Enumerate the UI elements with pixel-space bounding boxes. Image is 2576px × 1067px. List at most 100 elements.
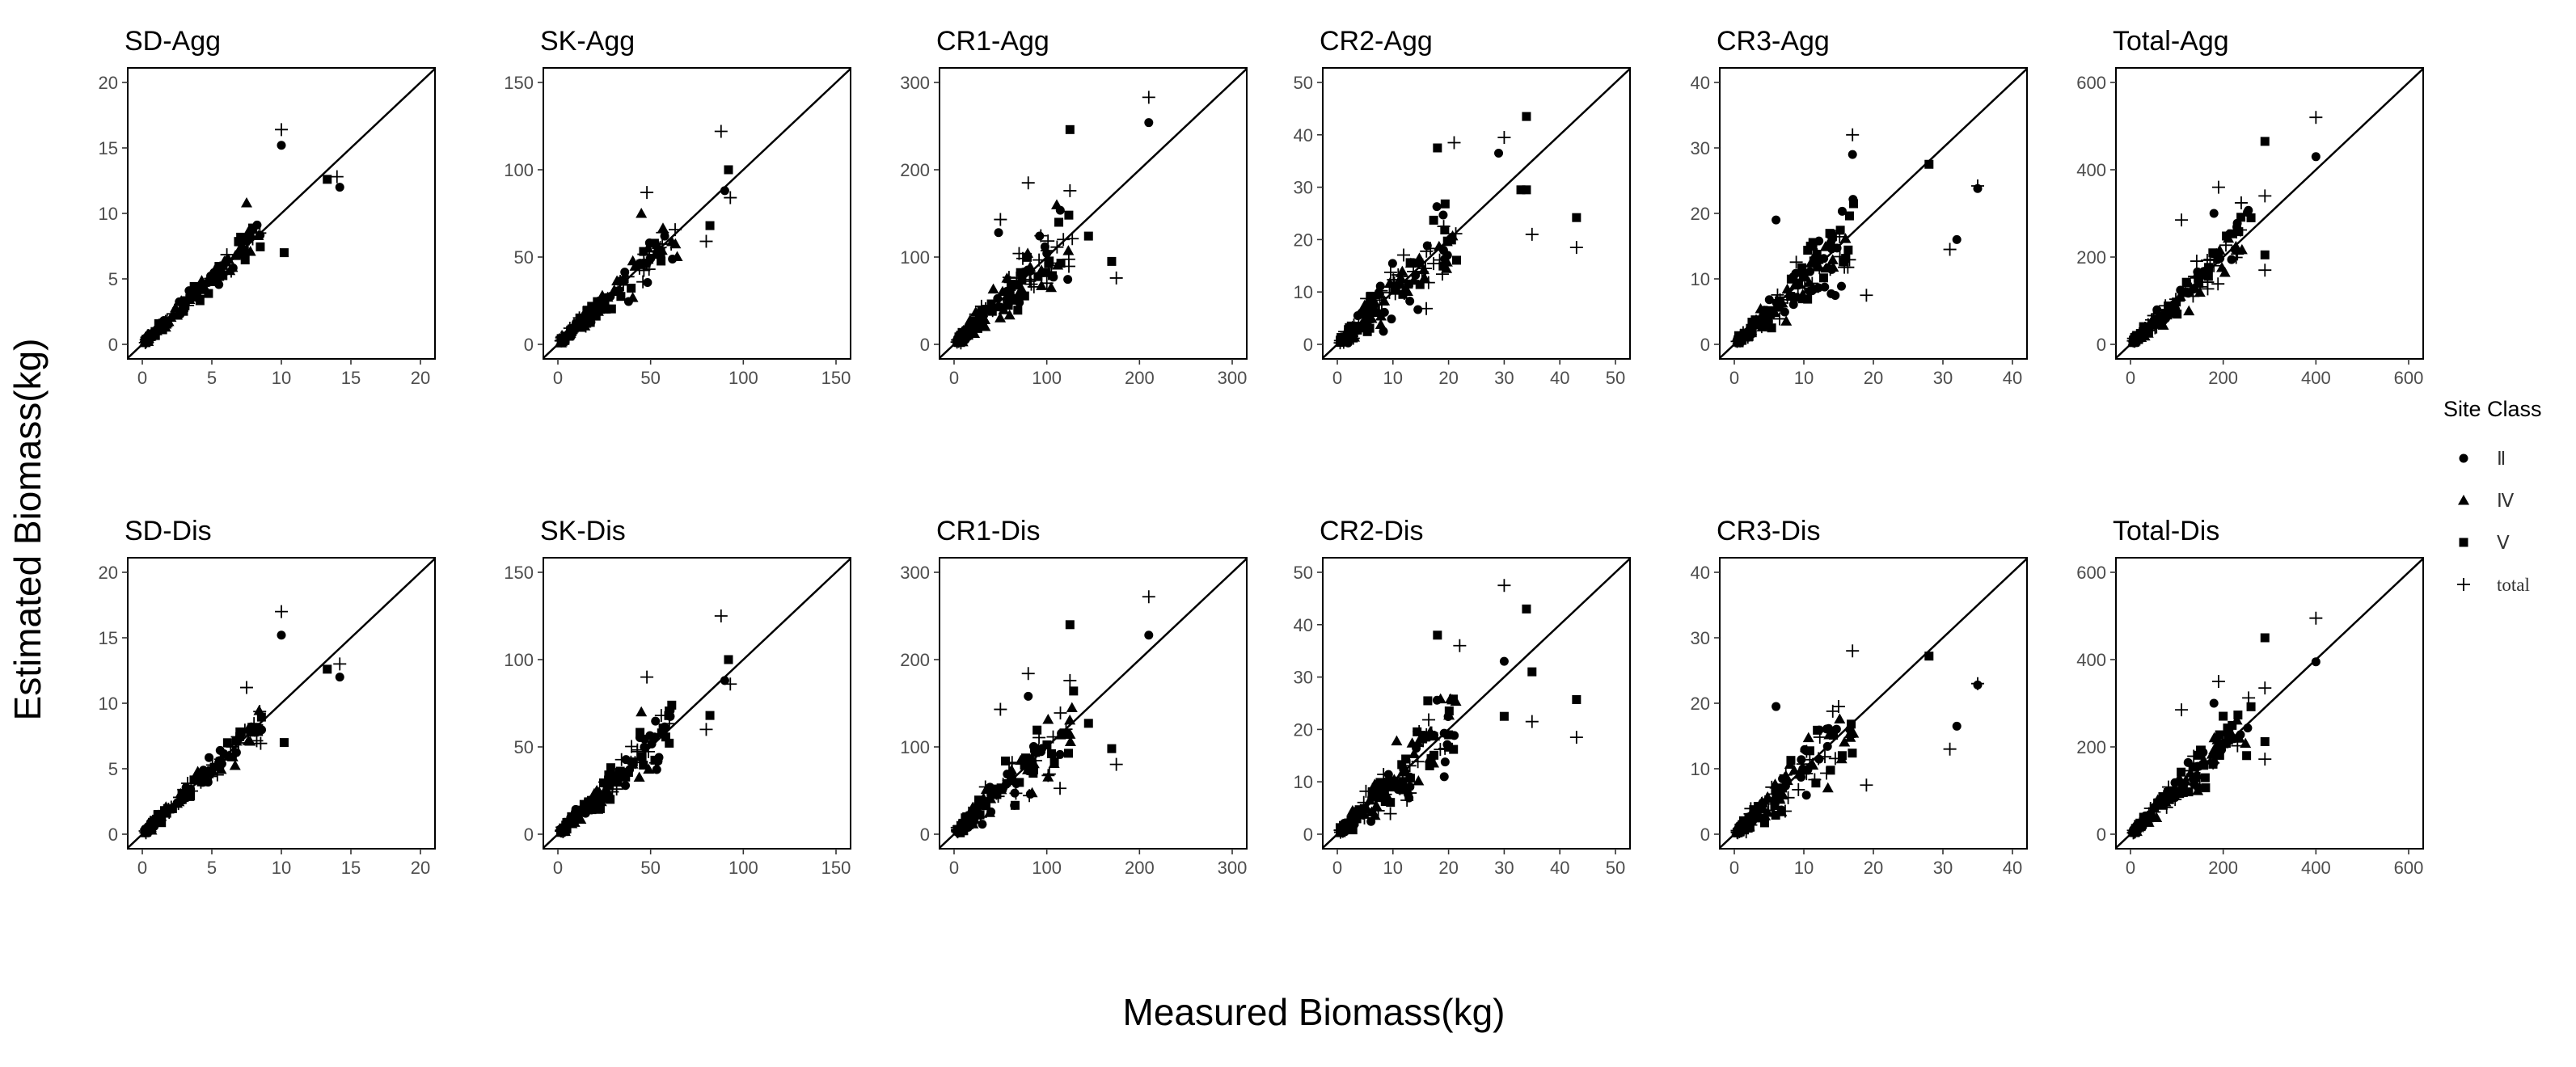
data-point-square bbox=[256, 712, 266, 722]
panel-data bbox=[543, 68, 851, 359]
data-point-square bbox=[978, 310, 987, 319]
data-point-square bbox=[585, 306, 595, 316]
data-point-square bbox=[637, 752, 647, 761]
data-point-plus bbox=[2211, 277, 2225, 291]
data-point-square bbox=[1433, 630, 1442, 640]
data-point-circle bbox=[1025, 789, 1035, 799]
legend-label: Ⅱ bbox=[2497, 449, 2506, 469]
panel-data bbox=[2116, 68, 2423, 359]
data-point-circle bbox=[720, 676, 729, 685]
data-point-square bbox=[658, 723, 668, 733]
data-point-triangle bbox=[972, 313, 984, 324]
x-tick-label: 10 bbox=[1383, 858, 1403, 878]
data-point-square bbox=[1041, 268, 1051, 277]
data-point-square bbox=[1083, 231, 1093, 241]
data-point-square bbox=[1835, 226, 1845, 235]
data-point-square bbox=[1397, 760, 1407, 770]
data-point-triangle bbox=[1355, 309, 1367, 319]
data-point-plus bbox=[1453, 639, 1467, 652]
data-point-plus bbox=[1348, 816, 1362, 829]
x-tick-label: 100 bbox=[728, 368, 758, 388]
data-point-square bbox=[1847, 719, 1856, 729]
data-point-triangle bbox=[1394, 278, 1406, 289]
data-point-triangle bbox=[1434, 693, 1446, 704]
panel-title: SD-Dis bbox=[125, 516, 212, 546]
data-point-triangle bbox=[1793, 277, 1805, 289]
data-point-plus bbox=[1041, 769, 1055, 782]
data-point-circle bbox=[1055, 749, 1065, 759]
data-point-circle bbox=[1499, 656, 1509, 666]
data-point-square bbox=[1426, 754, 1436, 764]
x-tick-label: 0 bbox=[553, 858, 563, 878]
data-point-plus bbox=[253, 705, 267, 719]
data-point-square bbox=[594, 301, 604, 310]
data-point-plus bbox=[2231, 739, 2244, 753]
data-point-square bbox=[1849, 199, 1859, 209]
data-point-triangle bbox=[2157, 310, 2169, 321]
data-point-circle bbox=[2311, 152, 2321, 162]
y-tick-label: 50 bbox=[1294, 563, 1313, 583]
data-point-plus bbox=[665, 238, 678, 251]
data-point-plus bbox=[1525, 227, 1539, 241]
data-point-square bbox=[1738, 816, 1748, 825]
data-point-plus bbox=[2199, 264, 2213, 278]
plot-frame bbox=[1322, 67, 1631, 360]
y-tick-label: 20 bbox=[1691, 204, 1710, 224]
data-point-triangle bbox=[1002, 290, 1014, 302]
y-tick-label: 200 bbox=[900, 160, 930, 180]
x-tick-label: 10 bbox=[272, 368, 291, 388]
data-point-square bbox=[1572, 213, 1581, 222]
data-point-square bbox=[1786, 274, 1796, 284]
data-point-plus bbox=[1057, 233, 1071, 247]
data-point-plus bbox=[2175, 703, 2189, 717]
data-point-square bbox=[2233, 711, 2243, 720]
data-point-square bbox=[1924, 159, 1934, 169]
data-point-plus bbox=[1832, 700, 1845, 714]
data-point-square bbox=[1440, 225, 1450, 234]
data-point-square bbox=[1033, 725, 1042, 735]
data-point-triangle bbox=[593, 797, 605, 808]
panel-title: CR1-Agg bbox=[936, 26, 1049, 57]
panel-title: CR2-Agg bbox=[1320, 26, 1433, 57]
plot-frame bbox=[2115, 67, 2424, 360]
data-point-triangle bbox=[1366, 806, 1378, 817]
data-point-square bbox=[1811, 778, 1821, 788]
data-point-plus bbox=[1422, 713, 1436, 727]
data-point-square bbox=[2201, 783, 2211, 793]
data-point-circle bbox=[2129, 825, 2139, 835]
data-point-triangle bbox=[169, 302, 181, 313]
data-point-triangle bbox=[1048, 757, 1060, 768]
data-point-square bbox=[2173, 310, 2182, 319]
data-point-triangle bbox=[1733, 824, 1745, 835]
data-point-plus bbox=[1943, 742, 1957, 756]
data-point-triangle bbox=[1762, 806, 1774, 817]
y-tick-label: 50 bbox=[514, 247, 534, 268]
data-point-square bbox=[2228, 720, 2237, 730]
data-point-plus bbox=[1753, 804, 1767, 818]
data-point-plus bbox=[1772, 296, 1785, 310]
data-point-triangle bbox=[163, 315, 175, 327]
data-point-triangle bbox=[241, 197, 252, 208]
data-point-circle bbox=[652, 765, 661, 774]
data-point-square bbox=[235, 727, 245, 736]
data-point-circle bbox=[581, 310, 590, 319]
data-point-square bbox=[1064, 749, 1074, 758]
x-tick-label: 200 bbox=[1125, 368, 1155, 388]
y-tick-label: 20 bbox=[1294, 719, 1313, 740]
y-tick-label: 0 bbox=[1700, 824, 1710, 845]
plot-frame bbox=[2115, 557, 2424, 850]
data-point-plus bbox=[632, 261, 646, 275]
data-point-plus bbox=[669, 223, 682, 237]
data-point-square bbox=[2188, 762, 2198, 772]
data-point-square bbox=[189, 281, 199, 291]
data-point-triangle bbox=[1413, 774, 1425, 786]
x-tick-label: 100 bbox=[728, 858, 758, 878]
data-point-plus bbox=[1781, 791, 1795, 804]
data-point-plus bbox=[1050, 240, 1064, 254]
data-point-square bbox=[1759, 818, 1769, 828]
data-point-triangle bbox=[1375, 318, 1387, 330]
y-tick-label: 300 bbox=[900, 73, 930, 93]
data-point-square bbox=[1001, 756, 1011, 765]
data-point-triangle bbox=[1064, 736, 1076, 747]
